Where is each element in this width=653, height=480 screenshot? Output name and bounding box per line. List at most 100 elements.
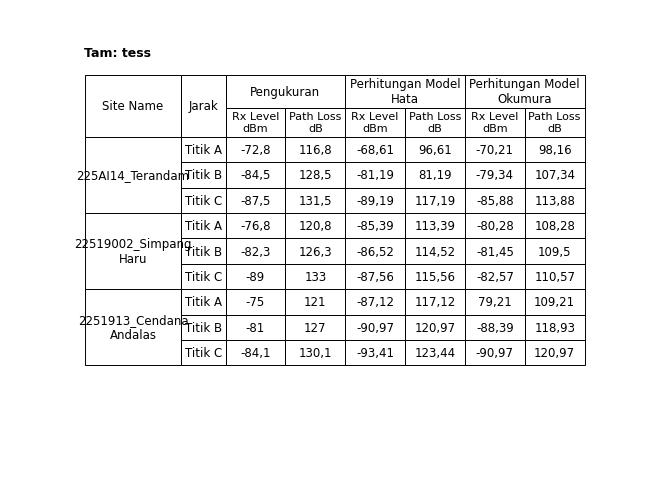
Bar [225, 108, 285, 137]
Text: 116,8: 116,8 [298, 144, 332, 156]
Text: Tam: tess: Tam: tess [84, 47, 151, 60]
Text: 109,5: 109,5 [538, 245, 571, 258]
Text: 108,28: 108,28 [534, 220, 575, 233]
Text: Rx Level
dBm: Rx Level dBm [232, 112, 279, 134]
Bar [182, 76, 225, 137]
Bar [405, 108, 465, 137]
Bar [525, 315, 584, 340]
Text: -72,8: -72,8 [240, 144, 271, 156]
Text: -87,56: -87,56 [357, 271, 394, 284]
Bar [405, 214, 465, 239]
Text: -85,39: -85,39 [357, 220, 394, 233]
Bar [465, 163, 525, 188]
Text: Rx Level
dBm: Rx Level dBm [471, 112, 518, 134]
Bar [285, 188, 345, 214]
Text: Perhitungan Model
Okumura: Perhitungan Model Okumura [470, 78, 580, 106]
Bar [225, 214, 285, 239]
Text: 81,19: 81,19 [418, 169, 452, 182]
Text: 115,56: 115,56 [415, 271, 456, 284]
Bar [285, 264, 345, 289]
Text: 130,1: 130,1 [298, 347, 332, 360]
Text: -86,52: -86,52 [357, 245, 394, 258]
Bar [465, 289, 525, 315]
Bar [182, 214, 225, 239]
Bar [182, 315, 225, 340]
Text: Titik B: Titik B [185, 169, 222, 182]
Bar [465, 264, 525, 289]
Text: -75: -75 [246, 296, 265, 309]
Bar [525, 163, 584, 188]
Text: 127: 127 [304, 321, 326, 334]
Text: -81,45: -81,45 [476, 245, 514, 258]
Text: Titik A: Titik A [185, 296, 222, 309]
Text: 120,97: 120,97 [534, 347, 575, 360]
Text: Pengukuran: Pengukuran [250, 86, 321, 99]
Text: -89,19: -89,19 [356, 194, 394, 207]
Bar [465, 340, 525, 366]
Bar [525, 137, 584, 163]
Text: -80,28: -80,28 [476, 220, 514, 233]
Bar [225, 289, 285, 315]
Bar [345, 163, 405, 188]
Text: 131,5: 131,5 [298, 194, 332, 207]
Text: Path Loss
dB: Path Loss dB [528, 112, 581, 134]
Bar [345, 137, 405, 163]
Bar [465, 137, 525, 163]
Bar [345, 264, 405, 289]
Bar [225, 315, 285, 340]
Bar [225, 264, 285, 289]
Text: -68,61: -68,61 [356, 144, 394, 156]
Text: -81,19: -81,19 [356, 169, 394, 182]
Bar [465, 188, 525, 214]
Text: Titik C: Titik C [185, 347, 222, 360]
Text: -90,97: -90,97 [476, 347, 514, 360]
Text: 117,12: 117,12 [415, 296, 456, 309]
Bar [405, 188, 465, 214]
Text: 117,19: 117,19 [415, 194, 456, 207]
Bar [465, 239, 525, 264]
Bar [405, 239, 465, 264]
Text: 126,3: 126,3 [298, 245, 332, 258]
Text: 121: 121 [304, 296, 326, 309]
Bar [285, 108, 345, 137]
Bar [285, 137, 345, 163]
Text: 98,16: 98,16 [538, 144, 571, 156]
Bar [525, 264, 584, 289]
Bar [182, 289, 225, 315]
Text: 79,21: 79,21 [478, 296, 512, 309]
Text: 128,5: 128,5 [298, 169, 332, 182]
Text: 133: 133 [304, 271, 326, 284]
Text: Titik C: Titik C [185, 194, 222, 207]
Text: 96,61: 96,61 [418, 144, 452, 156]
Text: Perhitungan Model
Hata: Perhitungan Model Hata [350, 78, 460, 106]
Bar [182, 264, 225, 289]
Bar [345, 188, 405, 214]
Text: Site Name: Site Name [103, 100, 164, 113]
Bar [285, 163, 345, 188]
Text: 2251913_Cendana
Andalas: 2251913_Cendana Andalas [78, 314, 188, 342]
Text: -82,57: -82,57 [476, 271, 514, 284]
Bar [525, 108, 584, 137]
Bar [225, 137, 285, 163]
Bar [405, 289, 465, 315]
Text: 123,44: 123,44 [415, 347, 456, 360]
Bar [465, 108, 525, 137]
Text: 225AI14_Terandam: 225AI14_Terandam [76, 169, 189, 182]
Bar [345, 108, 405, 137]
Text: -90,97: -90,97 [356, 321, 394, 334]
Text: -87,5: -87,5 [240, 194, 271, 207]
Text: 113,88: 113,88 [534, 194, 575, 207]
Text: -89: -89 [246, 271, 265, 284]
Text: -85,88: -85,88 [476, 194, 514, 207]
Text: -88,39: -88,39 [476, 321, 514, 334]
Bar [405, 315, 465, 340]
Bar [405, 264, 465, 289]
Bar [85, 76, 182, 137]
Text: Titik B: Titik B [185, 245, 222, 258]
Text: 120,8: 120,8 [298, 220, 332, 233]
Bar [285, 214, 345, 239]
Bar [225, 76, 345, 108]
Text: 110,57: 110,57 [534, 271, 575, 284]
Bar [225, 188, 285, 214]
Bar [465, 315, 525, 340]
